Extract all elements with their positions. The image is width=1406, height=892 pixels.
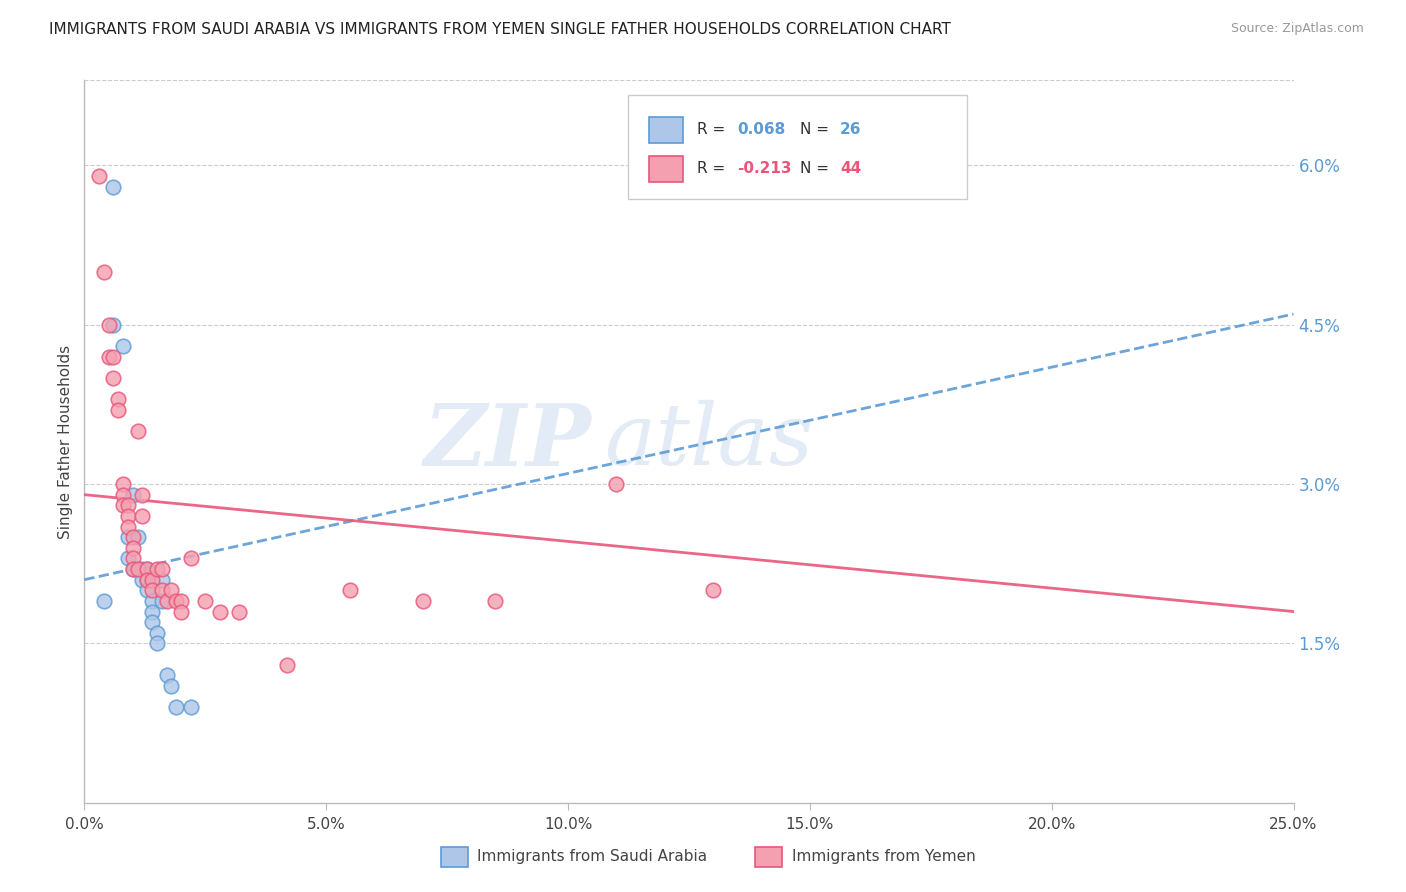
Point [97,350,120,364]
Point [136,573,159,587]
Y-axis label: Single Father Households: Single Father Households [58,344,73,539]
Text: Source: ZipAtlas.com: Source: ZipAtlas.com [1230,22,1364,36]
Point [155,594,177,608]
Point [93,264,115,278]
Point [112,339,135,353]
Point [141,615,163,630]
Point [180,551,202,566]
Point [170,605,193,619]
Point [276,657,298,672]
Point [121,562,143,576]
Text: IMMIGRANTS FROM SAUDI ARABIA VS IMMIGRANTS FROM YEMEN SINGLE FATHER HOUSEHOLDS C: IMMIGRANTS FROM SAUDI ARABIA VS IMMIGRAN… [49,22,950,37]
Text: atlas: atlas [605,401,814,483]
Point [131,573,153,587]
Point [339,583,361,598]
Point [121,551,143,566]
Point [117,498,139,512]
Text: Immigrants from Saudi Arabia: Immigrants from Saudi Arabia [478,849,707,864]
Text: N =: N = [800,161,834,176]
Point [136,583,159,598]
Point [170,594,193,608]
Text: -0.213: -0.213 [737,161,792,176]
Point [150,583,173,598]
Point [127,562,149,576]
Point [165,594,187,608]
Point [155,668,177,682]
Point [121,562,143,576]
Point [484,594,506,608]
Text: ZIP: ZIP [425,400,592,483]
Point [121,488,143,502]
Point [117,530,139,544]
Point [146,562,169,576]
Point [180,700,202,714]
Point [702,583,724,598]
Point [141,605,163,619]
Point [150,573,173,587]
FancyBboxPatch shape [755,847,782,867]
Point [165,700,187,714]
Point [97,318,120,332]
Point [136,573,159,587]
Point [160,679,183,693]
Text: R =: R = [697,161,731,176]
Point [117,508,139,523]
Point [131,508,153,523]
Text: 0.068: 0.068 [737,122,786,137]
Text: Immigrants from Yemen: Immigrants from Yemen [792,849,976,864]
Point [117,551,139,566]
Point [131,488,153,502]
Point [103,179,125,194]
Point [605,477,627,491]
Point [141,573,163,587]
Text: R =: R = [697,122,731,137]
FancyBboxPatch shape [650,117,683,143]
Point [131,562,153,576]
Point [112,488,135,502]
Point [117,519,139,533]
Point [103,350,125,364]
Point [103,318,125,332]
Point [93,594,115,608]
Point [150,594,173,608]
Point [127,562,149,576]
Point [103,371,125,385]
Point [127,424,149,438]
Point [141,594,163,608]
Point [136,562,159,576]
Text: 26: 26 [841,122,862,137]
Point [228,605,250,619]
Point [150,562,173,576]
Point [160,583,183,598]
Text: N =: N = [800,122,834,137]
FancyBboxPatch shape [628,95,967,200]
Point [136,562,159,576]
Point [121,530,143,544]
Point [87,169,110,183]
FancyBboxPatch shape [441,847,468,867]
Point [107,392,129,406]
Point [146,636,169,650]
Text: 44: 44 [841,161,862,176]
Point [112,498,135,512]
Point [107,402,129,417]
Point [141,583,163,598]
Point [112,477,135,491]
FancyBboxPatch shape [650,155,683,182]
Point [194,594,217,608]
Point [121,541,143,555]
Point [208,605,231,619]
Point [412,594,434,608]
Point [127,530,149,544]
Point [146,625,169,640]
